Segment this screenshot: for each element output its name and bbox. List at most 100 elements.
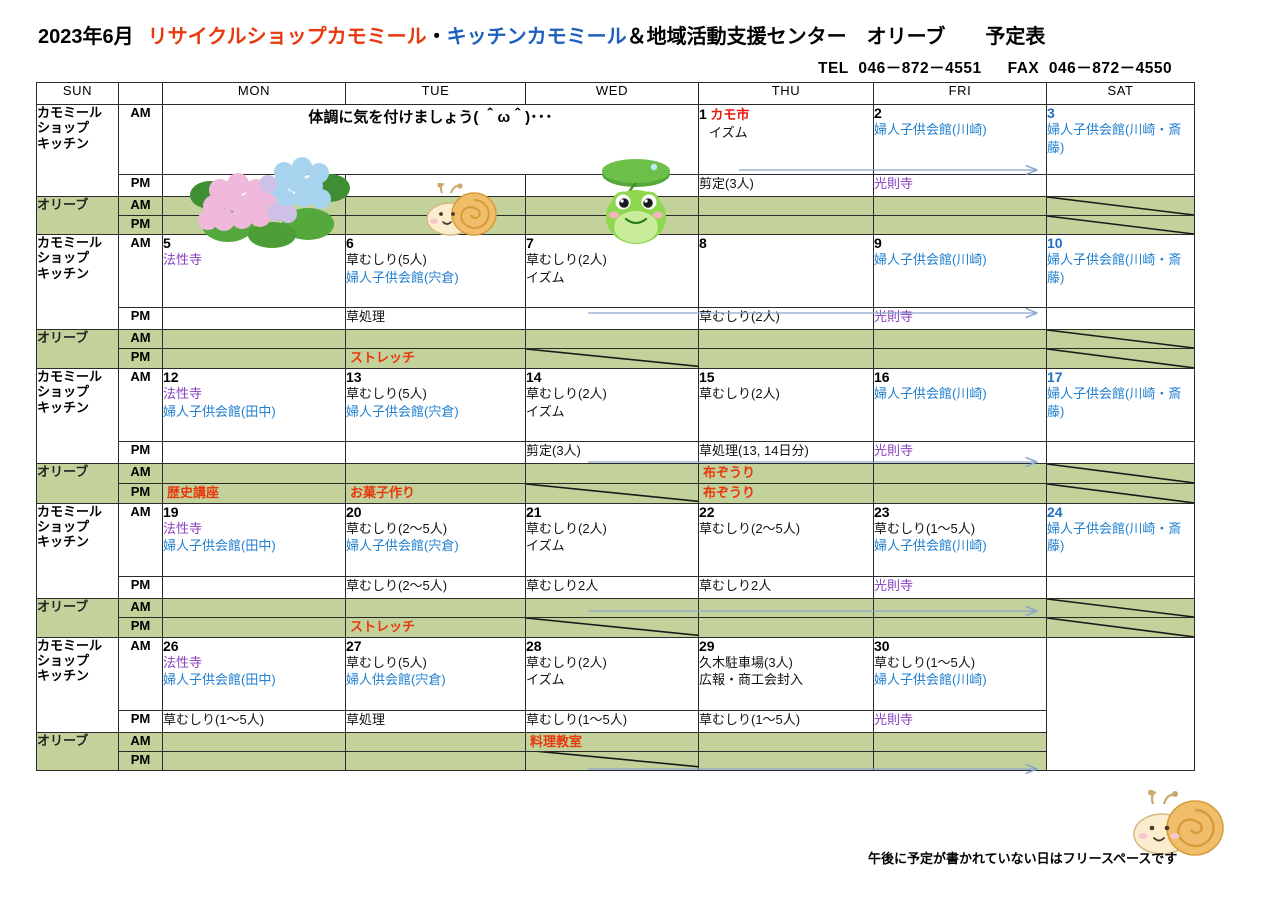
ampm-am-w2: AM [118, 234, 163, 308]
page-title: 2023年6月 リサイクルショップカモミール・キッチンカモミール＆地域活動支援セン… [38, 20, 1045, 49]
event-kusamushiri-22: 草むしり(2～5人) [699, 520, 801, 536]
ampm-olive-am-w2: AM [118, 329, 163, 349]
week5-olive-am-row: オリーブ AM 料理教室 [36, 731, 1195, 772]
olive-cell-tue-w1-am [345, 196, 526, 216]
daynum-22: 22 [699, 503, 715, 520]
week1-olive-am-row: オリーブ AM [36, 196, 1195, 235]
event-kusamushiri-13: 草むしり(5人) [346, 385, 427, 401]
dow-mon: MON [162, 82, 346, 105]
row-label-kamomile-w5: カモミール ショップ キッチン [36, 636, 119, 733]
cell-day-1-pm: 剪定(3人) [698, 174, 874, 197]
event-kamoichi: カモ市 [710, 107, 750, 122]
daynum-15: 15 [699, 368, 715, 385]
daynum-27: 27 [346, 637, 362, 654]
event-fujin-23: 婦人子供会館(川崎) [874, 538, 987, 554]
dow-header-row: SUN MON TUE WED THU FRI SAT [36, 82, 1195, 105]
cell-day-5-am: 5 法性寺 [162, 234, 346, 308]
cell-day-14-pm: 剪定(3人) [525, 440, 699, 464]
daynum-8: 8 [699, 235, 707, 251]
olive-cell-thu-w3-am: 布ぞうり [698, 462, 874, 484]
event-kusamushiri-28pm: 草むしり(1～5人) [526, 711, 628, 727]
cell-day-15-am: 15 草むしり(2人) [698, 367, 874, 442]
event-fujin-12: 婦人子供会館(田中) [163, 403, 276, 419]
olive-cell-fri-w1-pm [873, 215, 1047, 235]
dow-fri: FRI [873, 82, 1047, 105]
cell-day-10-pm [1046, 307, 1195, 330]
event-kusamushiri-14: 草むしり(2人) [526, 385, 607, 401]
cell-day-3-am: 3 婦人子供会館(川崎・斎藤) [1046, 104, 1195, 175]
olive-cell-mon-w1-am [162, 196, 346, 216]
week4-kamomile-am-row: カモミール ショップ キッチン AM 19 法性寺 婦人子供会館(田中) 20 … [36, 502, 1195, 599]
ampm-am-w4: AM [118, 502, 163, 577]
cell-day-2-pm: 光則寺 [873, 174, 1047, 197]
event-fujin-2: 婦人子供会館(川崎) [874, 122, 987, 138]
label-line-1: カモミール [37, 637, 103, 653]
daynum-12: 12 [163, 368, 179, 385]
event-fujin-26: 婦人子供会館(田中) [163, 672, 276, 688]
ampm-am-w3: AM [118, 367, 163, 442]
label-line-2: ショップ [37, 519, 90, 534]
olive-cell-fri-w3-pm [873, 482, 1047, 504]
event-fujin-19: 婦人子供会館(田中) [163, 538, 276, 554]
row-label-kamomile-w4: カモミール ショップ キッチン [36, 502, 119, 599]
event-kusamushiri-6: 草むしり(5人) [346, 252, 427, 268]
event-izumu-21: イズム [526, 538, 565, 554]
label-line-1: カモミール [37, 105, 103, 120]
olive-cell-mon-w2-pm [162, 348, 346, 369]
cell-day-30-am: 30 草むしり(1～5人) 婦人子供会館(川崎) [873, 636, 1047, 711]
olive-cell-fri-w4-am [873, 597, 1047, 618]
ampm-pm-w5: PM [118, 709, 163, 733]
diagonal-strike-icon [1047, 197, 1194, 215]
ampm-olive-pm-w5: PM [118, 751, 163, 772]
row-label-olive-w1: オリーブ [36, 196, 119, 235]
event-kusamushiri-8pm: 草むしり(2人) [699, 309, 780, 324]
cell-day-6-pm: 草処理 [345, 307, 526, 330]
olive-cell-wed-w4-pm [525, 616, 699, 638]
daynum-9: 9 [874, 235, 882, 251]
olive-cell-wed-w3-pm [525, 482, 699, 504]
ampm-olive-am-w5: AM [118, 731, 163, 753]
olive-cell-fri-w3-am [873, 462, 1047, 484]
cell-day-22-pm: 草むしり2人 [698, 575, 874, 599]
olive-cell-tue-w4-pm: ストレッチ [345, 616, 526, 638]
olive-cell-mon-w5-pm [162, 751, 346, 772]
event-izumu-14: イズム [526, 403, 565, 419]
olive-cell-sat-w2-pm [1046, 348, 1195, 369]
daynum-17: 17 [1047, 368, 1063, 385]
cell-day-27-am: 27 草むしり(5人) 婦人供会館(宍倉) [345, 636, 526, 711]
event-fujin-13: 婦人子供会館(宍倉) [346, 403, 459, 419]
olive-cell-fri-w2-am [873, 329, 1047, 349]
week1-kamomile-am-row: カモミール ショップ キッチン AM 体調に気を付けましょう( ＾ω＾)･･･ … [36, 104, 1195, 197]
dow-thu: THU [698, 82, 874, 105]
diagonal-strike-icon [526, 349, 698, 368]
week5-olive-pm-row: PM [37, 751, 1195, 772]
dow-sun: SUN [36, 82, 119, 105]
week1-banner-cell: 体調に気を付けましょう( ＾ω＾)･･･ [162, 104, 699, 175]
daynum-13: 13 [346, 368, 362, 385]
footer-notice: 午後に予定が書かれていない日はフリースペースです [868, 851, 1178, 866]
week5-kamomile-am-row: カモミール ショップ キッチン AM 26 法性寺 婦人子供会館(田中) 27 … [36, 636, 1195, 772]
cell-mon-w1-pm [162, 174, 346, 197]
daynum-16: 16 [874, 368, 890, 385]
cell-day-21-pm: 草むしり2人 [525, 575, 699, 599]
label-line-1: カモミール [37, 368, 103, 384]
daynum-19: 19 [163, 503, 179, 520]
event-sentei-1: 剪定(3人) [699, 176, 754, 191]
cell-day-19-am: 19 法性寺 婦人子供会館(田中) [162, 502, 346, 577]
olive-cell-thu-w2-am [698, 329, 874, 349]
olive-cell-thu-w4-pm [698, 616, 874, 638]
olive-cell-sat-w4-am [1046, 597, 1195, 618]
event-kusamushiri-26pm: 草むしり(1～5人) [163, 711, 265, 727]
label-line-2: ショップ [37, 384, 90, 400]
diagonal-strike-icon [1047, 349, 1194, 368]
week2-kamomile-am-row: カモミール ショップ キッチン AM 5 法性寺 6 草むしり(5人) 婦人子供… [36, 234, 1195, 330]
week3-olive-pm-row: PM 歴史講座 お菓子作り 布ぞうり [37, 482, 1195, 504]
event-ryourikyoushitsu-w5: 料理教室 [530, 733, 583, 749]
cell-day-20-pm: 草むしり(2～5人) [345, 575, 526, 599]
ampm-olive-am-w3: AM [118, 462, 163, 484]
label-line-2: ショップ [37, 652, 90, 668]
olive-cell-sat-w1-pm [1046, 215, 1195, 235]
label-line-2: ショップ [37, 250, 90, 266]
cell-day-13-pm [345, 440, 526, 464]
